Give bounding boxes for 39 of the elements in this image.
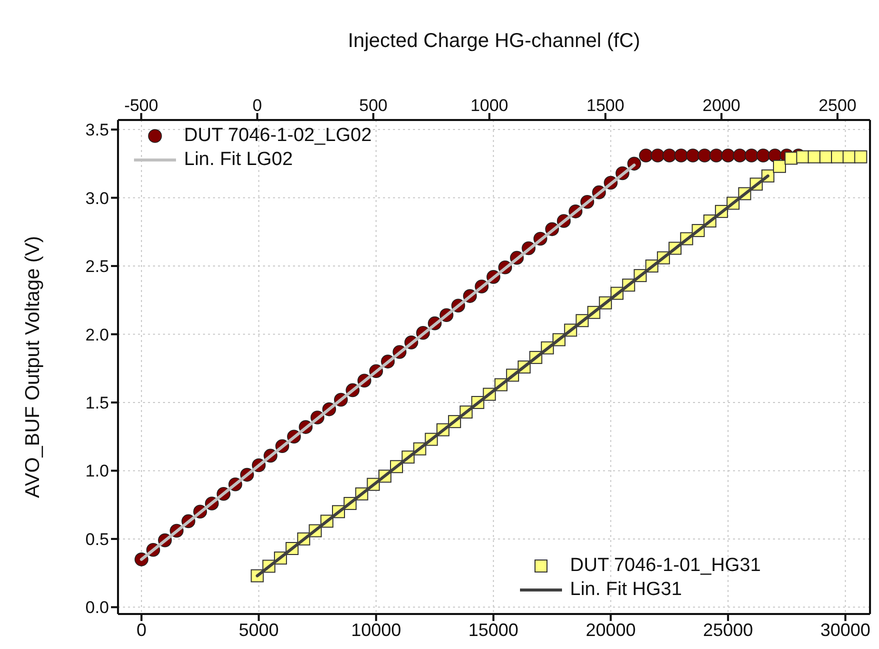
x-tick-label: 10000 [351, 620, 402, 640]
x-tick-label: 25000 [703, 620, 754, 640]
y-tick-label: 2.5 [85, 257, 109, 276]
x-tick-label: 15000 [468, 620, 518, 640]
x2-tick-label: 2500 [818, 96, 856, 115]
point [674, 148, 688, 162]
point [709, 148, 724, 162]
y-tick-label: 1.5 [85, 394, 109, 413]
x2-tick-label: 2000 [702, 96, 740, 115]
y-tick-label: 0.0 [85, 598, 109, 618]
x2-tick-label: 1000 [470, 96, 508, 115]
x-tick-label: 20000 [586, 620, 636, 640]
y-tick-label: 0.5 [85, 530, 109, 549]
point [662, 148, 676, 162]
legend-label: Lin. Fit HG31 [570, 578, 682, 602]
point [650, 148, 665, 162]
point [698, 148, 712, 162]
x2-tick-label: 500 [359, 96, 388, 115]
point [721, 148, 735, 162]
y-axis-title: AVO_BUF Output Voltage (V) [22, 236, 44, 498]
x2-tick-label: 0 [252, 96, 262, 115]
x-tick-label: 30000 [820, 620, 870, 640]
legend-label: DUT 7046-1-01_HG31 [570, 554, 761, 578]
point [732, 148, 747, 162]
y-tick-label: 1.0 [85, 462, 109, 481]
legend-label: Lin. Fit LG02 [184, 148, 293, 172]
x2-tick-label: -500 [124, 96, 158, 115]
y-tick-label: 3.0 [85, 188, 109, 208]
x2-tick-label: 1500 [586, 96, 624, 115]
x-tick-label: 0 [136, 620, 146, 640]
x2-axis-title: Injected Charge HG-channel (fC) [348, 30, 640, 52]
point [756, 148, 770, 162]
point [639, 148, 653, 162]
x-tick-label: 5000 [238, 620, 279, 640]
point [744, 148, 758, 162]
point [686, 148, 700, 162]
y-tick-label: 3.5 [85, 120, 109, 140]
legend-label: DUT 7046-1-02_LG02 [184, 124, 372, 148]
y-tick-label: 2.0 [85, 325, 109, 344]
